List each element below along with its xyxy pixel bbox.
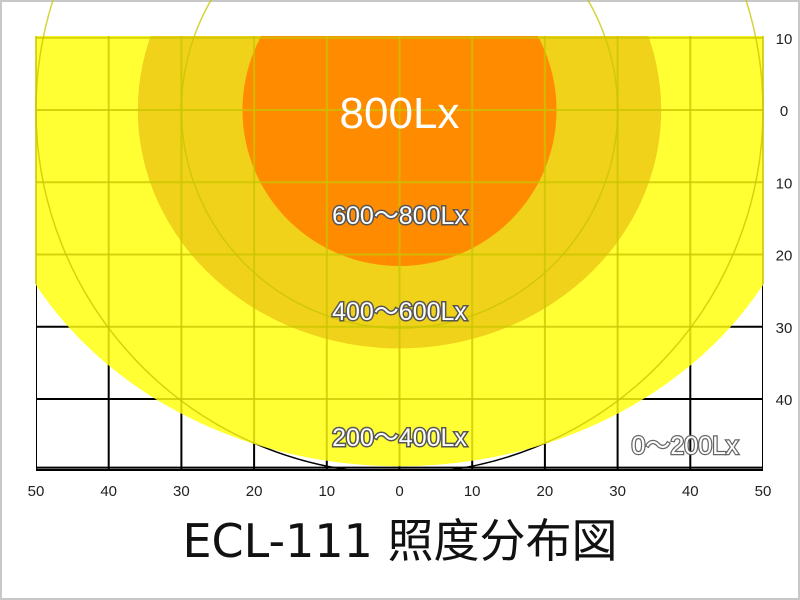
- x-tick-label: 50: [755, 483, 772, 500]
- polar-ring: [35, 0, 764, 467]
- y-tick-label: 30: [776, 320, 793, 337]
- y-tick-label: 0: [780, 103, 788, 120]
- zone-label: 400〜600Lx: [332, 298, 467, 326]
- x-tick-label: 50: [28, 483, 45, 500]
- x-tick-label: 10: [464, 483, 481, 500]
- grid-inside: [35, 0, 764, 467]
- y-tick-label: 20: [776, 248, 793, 265]
- x-tick-label: 20: [246, 483, 263, 500]
- x-tick-label: 0: [395, 483, 403, 500]
- y-tick-label: 10: [776, 31, 793, 48]
- y-tick-label: 10: [776, 175, 793, 192]
- zone-label: 0〜200Lx: [631, 432, 739, 460]
- x-tick-label: 30: [173, 483, 190, 500]
- chart-title: ECL-111 照度分布図: [182, 514, 618, 568]
- y-tick-label: 40: [776, 392, 793, 409]
- x-tick-label: 20: [537, 483, 554, 500]
- zone-label: 800Lx: [340, 89, 460, 138]
- x-tick-label: 10: [318, 483, 335, 500]
- x-tick-label: 40: [682, 483, 699, 500]
- polar-ring: [180, 0, 619, 329]
- zone-label: 200〜400Lx: [332, 424, 467, 452]
- x-tick-label: 30: [609, 483, 626, 500]
- x-tick-label: 40: [100, 483, 117, 500]
- zone-label: 600〜800Lx: [332, 202, 467, 230]
